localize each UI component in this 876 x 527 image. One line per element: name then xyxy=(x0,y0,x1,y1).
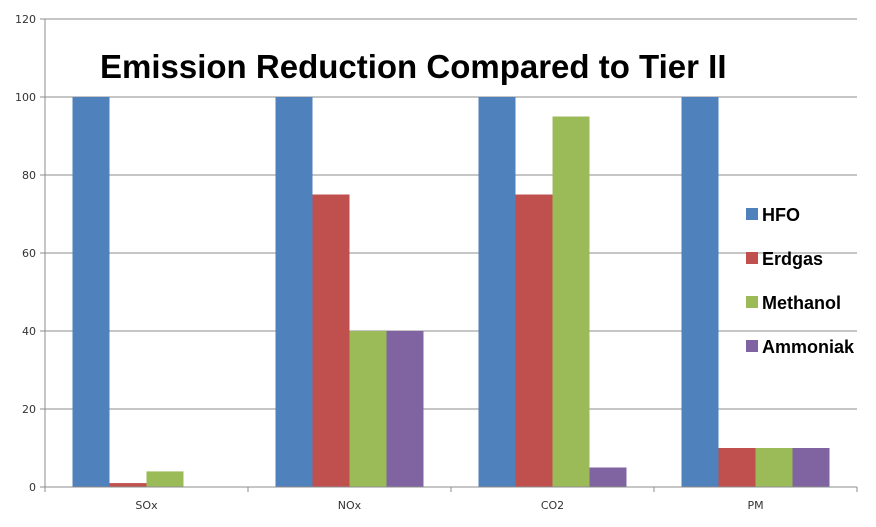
bar-erdgas-co2 xyxy=(515,194,553,487)
x-tick-label: SOx xyxy=(135,499,158,512)
y-axis-ticks: 0 20 40 60 80 100 120 xyxy=(15,13,45,494)
gridlines xyxy=(45,18,857,410)
bar-hfo-sox xyxy=(72,97,110,487)
x-tick-label: NOx xyxy=(338,499,362,512)
x-axis-ticks: SOx NOx CO2 PM xyxy=(44,487,858,512)
x-tick-label: CO2 xyxy=(541,499,564,512)
y-tick-label: 100 xyxy=(15,91,36,104)
legend-label: Ammoniak xyxy=(762,337,855,357)
bar-methanol-nox xyxy=(349,331,387,487)
legend-label: Erdgas xyxy=(762,249,823,269)
y-tick-label: 60 xyxy=(22,247,36,260)
legend-swatch xyxy=(746,340,758,352)
legend-swatch xyxy=(746,208,758,220)
bar-erdgas-nox xyxy=(312,194,350,487)
y-tick-label: 120 xyxy=(15,13,36,26)
bars xyxy=(72,97,830,487)
bar-ammoniak-pm xyxy=(792,448,830,487)
chart-title: Emission Reduction Compared to Tier II xyxy=(100,48,726,85)
legend-label: Methanol xyxy=(762,293,841,313)
y-tick-label: 20 xyxy=(22,403,36,416)
bar-hfo-co2 xyxy=(478,97,516,487)
y-tick-label: 40 xyxy=(22,325,36,338)
bar-methanol-sox xyxy=(146,471,184,487)
x-tick-label: PM xyxy=(747,499,763,512)
bar-methanol-co2 xyxy=(552,116,590,487)
bar-ammoniak-nox xyxy=(386,331,424,487)
bar-methanol-pm xyxy=(755,448,793,487)
bar-ammoniak-co2 xyxy=(589,467,627,487)
y-tick-label: 80 xyxy=(22,169,36,182)
legend-swatch xyxy=(746,296,758,308)
bar-hfo-nox xyxy=(275,97,313,487)
bar-erdgas-pm xyxy=(718,448,756,487)
legend: HFO Erdgas Methanol Ammoniak xyxy=(746,205,855,357)
y-tick-label: 0 xyxy=(29,481,36,494)
bar-hfo-pm xyxy=(681,97,719,487)
bar-erdgas-sox xyxy=(109,483,147,487)
legend-swatch xyxy=(746,252,758,264)
legend-label: HFO xyxy=(762,205,800,225)
